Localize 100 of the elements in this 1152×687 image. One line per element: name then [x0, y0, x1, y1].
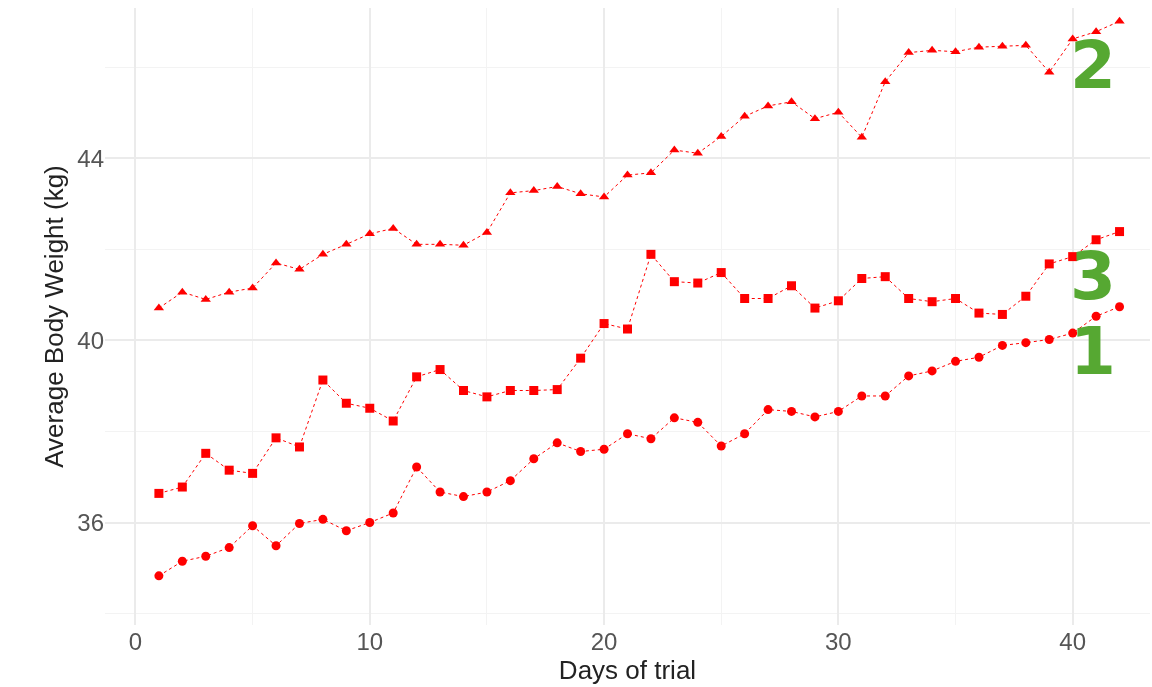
series-label: 2 [1070, 27, 1116, 104]
point [435, 365, 445, 375]
point [388, 508, 398, 518]
point [341, 239, 352, 247]
point [458, 492, 468, 502]
point [997, 41, 1008, 49]
point [833, 107, 844, 115]
point [787, 406, 797, 416]
point [763, 294, 773, 304]
point [716, 131, 727, 139]
point [693, 278, 703, 288]
point [951, 356, 961, 366]
point [482, 487, 492, 497]
point [201, 551, 211, 561]
point [177, 482, 187, 492]
point [786, 97, 797, 105]
x-tick-label: 0 [128, 628, 143, 655]
point [271, 433, 281, 443]
point [154, 571, 164, 581]
point [693, 417, 703, 427]
point [294, 442, 304, 452]
point [880, 77, 891, 85]
point [927, 297, 937, 307]
point [1091, 235, 1101, 245]
point [904, 294, 914, 304]
point [435, 487, 445, 497]
point [974, 308, 984, 318]
y-tick-label: 44 [77, 144, 104, 172]
point [552, 385, 562, 395]
point [318, 514, 328, 524]
point [294, 518, 304, 528]
point [833, 296, 843, 306]
point [271, 541, 281, 551]
point [224, 465, 234, 475]
point [294, 264, 305, 272]
point [716, 441, 726, 451]
point [880, 272, 890, 282]
point [412, 462, 422, 472]
point [974, 352, 984, 362]
point [763, 405, 773, 415]
point [904, 371, 914, 381]
point [201, 448, 211, 458]
point [575, 189, 586, 197]
point [740, 429, 750, 439]
point [646, 434, 656, 444]
x-tick-label: 10 [356, 628, 384, 655]
y-tick-label: 40 [77, 326, 104, 354]
point [388, 223, 399, 231]
point [623, 324, 632, 334]
point [318, 375, 328, 385]
series-label: 1 [1070, 313, 1116, 390]
point [857, 391, 867, 401]
point [388, 416, 398, 426]
point [1115, 302, 1125, 312]
point [529, 454, 539, 464]
point [365, 518, 375, 528]
point [740, 294, 750, 304]
point [997, 340, 1007, 350]
point [599, 444, 609, 454]
point [951, 294, 961, 304]
point [1044, 335, 1054, 344]
point [646, 249, 656, 259]
point [177, 556, 187, 566]
point [927, 366, 937, 376]
x-axis-title: Days of trial [558, 655, 697, 685]
series-label: 3 [1070, 238, 1116, 315]
point [857, 273, 867, 283]
point [739, 111, 750, 119]
point [623, 429, 632, 439]
point [529, 385, 539, 395]
point [1021, 291, 1031, 301]
point [576, 447, 586, 457]
point [200, 294, 211, 302]
point [787, 281, 797, 291]
point [1021, 338, 1031, 348]
point [833, 406, 843, 416]
point [482, 392, 492, 402]
point [1044, 259, 1054, 269]
point [1068, 328, 1078, 338]
x-tick-label: 30 [825, 628, 852, 655]
point [364, 229, 375, 237]
point [412, 372, 422, 382]
x-tick-label: 20 [590, 628, 618, 655]
x-tick-label: 40 [1059, 628, 1087, 655]
point [669, 277, 679, 287]
point [997, 309, 1007, 319]
point [341, 398, 351, 408]
point [505, 476, 515, 486]
point [505, 188, 516, 196]
point [692, 148, 703, 156]
point [856, 132, 867, 140]
point [810, 303, 820, 313]
point [1091, 311, 1101, 321]
point [669, 413, 679, 423]
point [880, 391, 890, 401]
point [810, 412, 820, 422]
point [458, 385, 468, 395]
point [365, 403, 375, 413]
point [716, 268, 726, 278]
point [248, 468, 258, 478]
